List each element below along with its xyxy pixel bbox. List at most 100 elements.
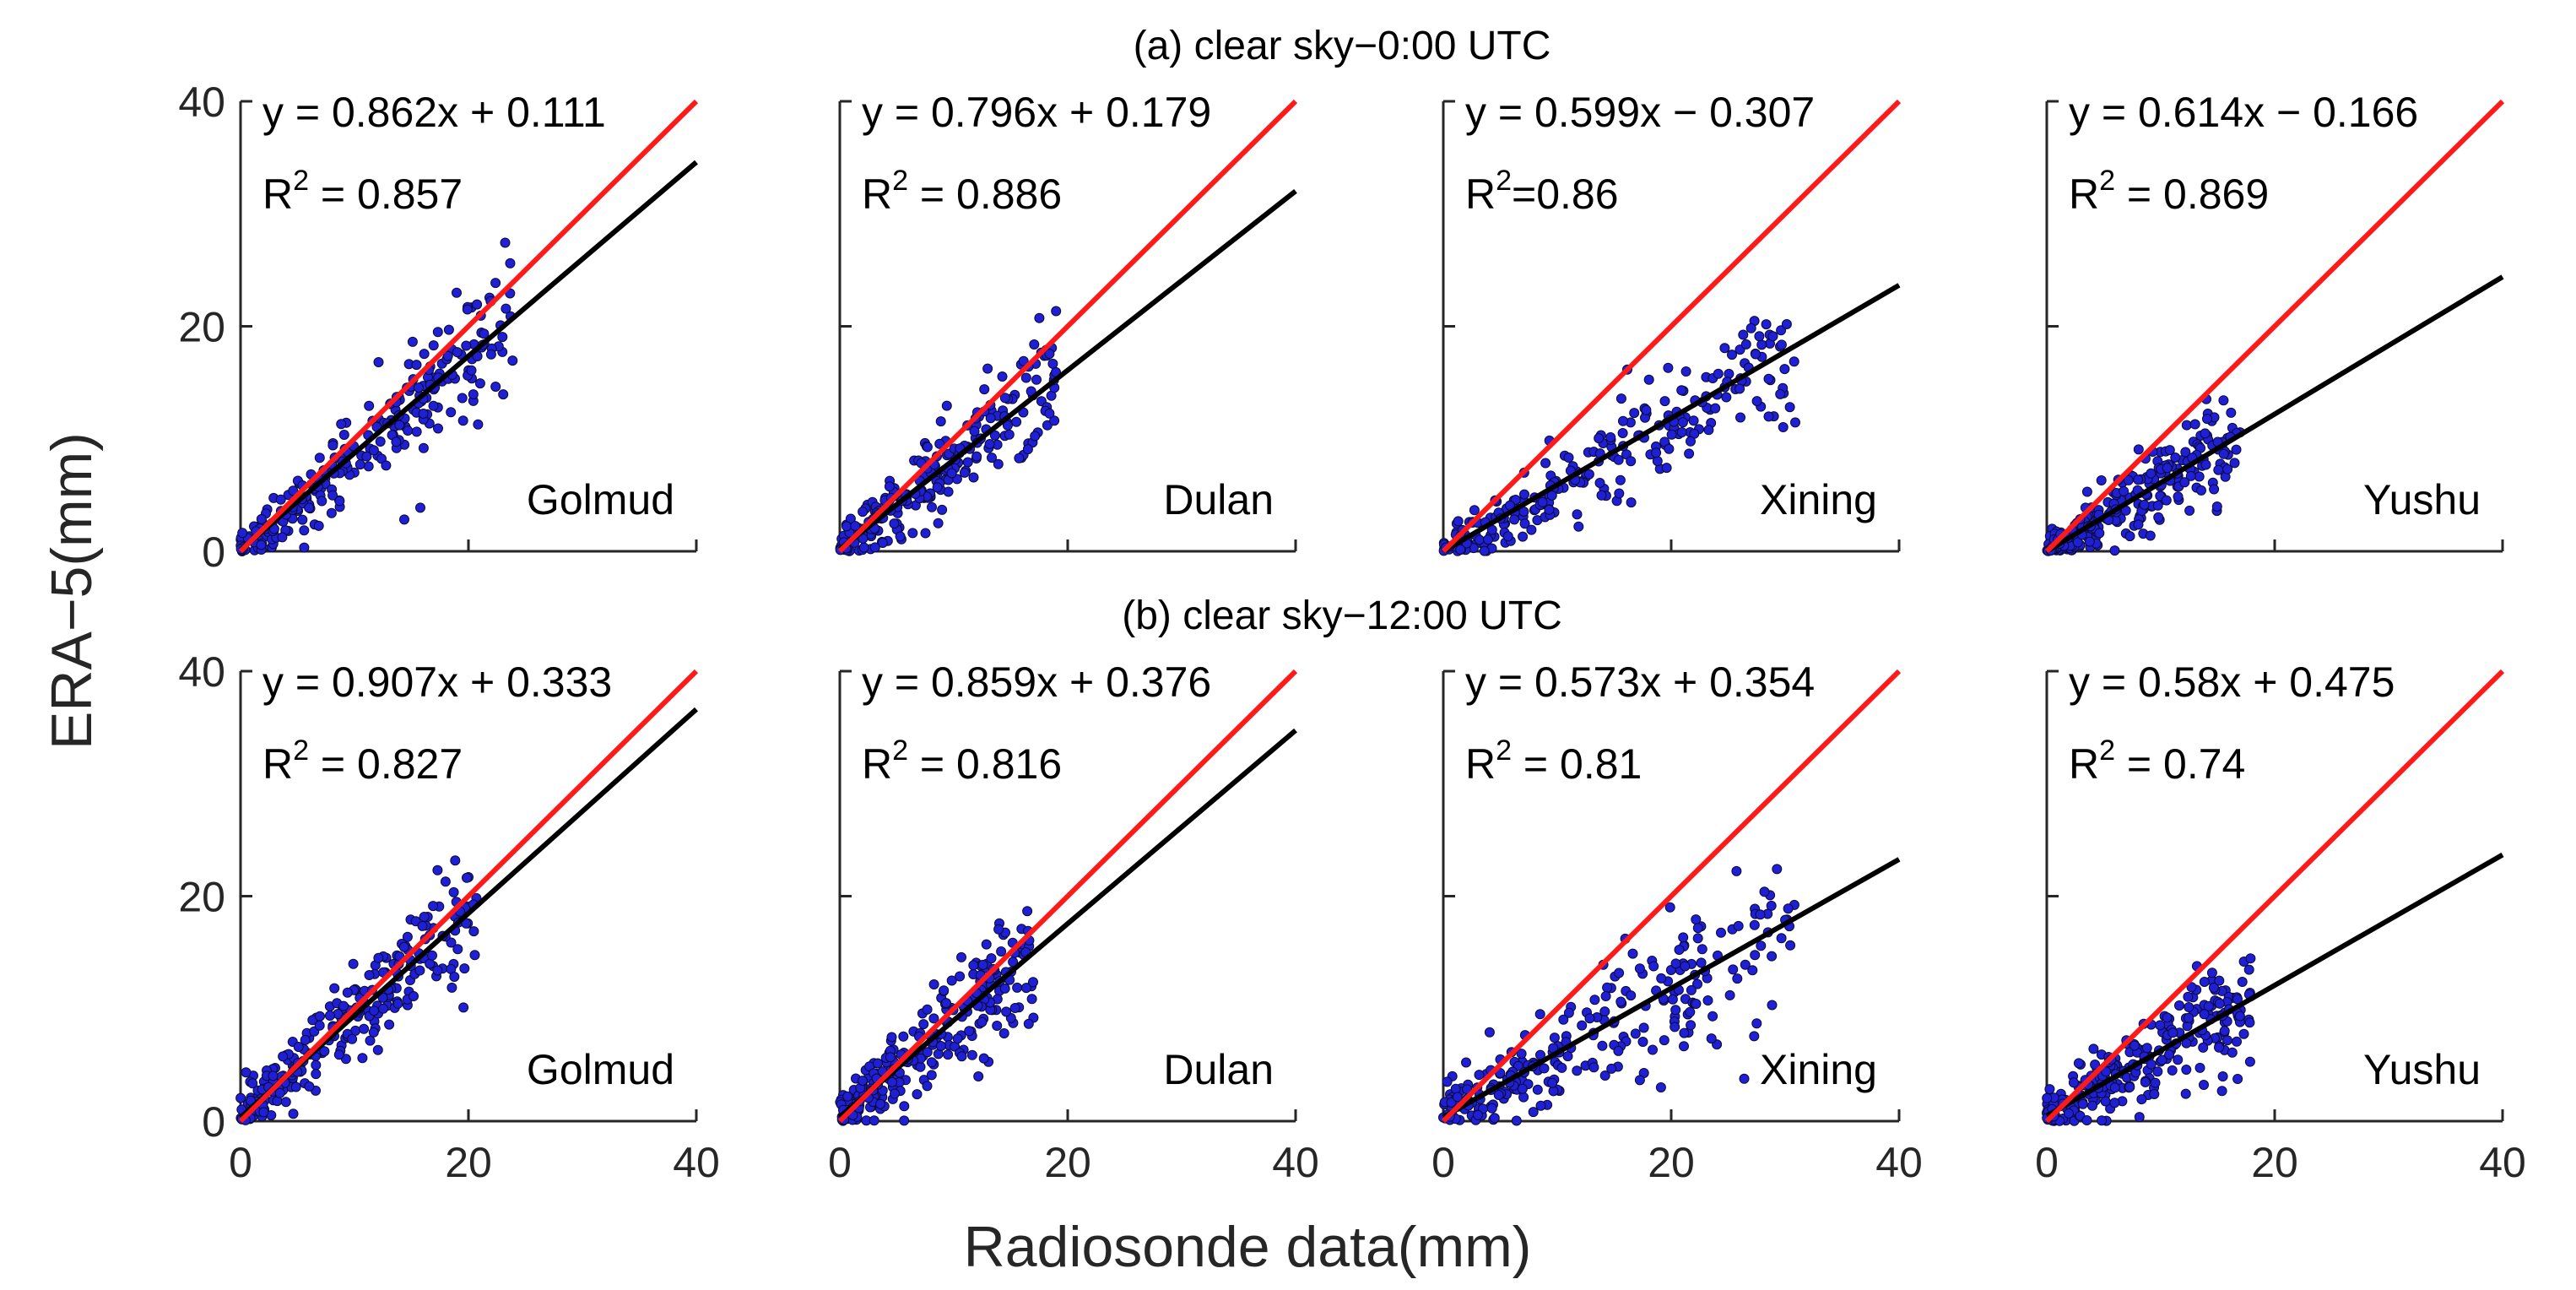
data-point — [927, 501, 937, 512]
data-point — [327, 440, 338, 451]
data-point — [1751, 349, 1761, 360]
data-point — [432, 327, 443, 338]
data-point — [457, 415, 468, 426]
y-tick-label: 40 — [178, 79, 225, 126]
data-point — [858, 542, 869, 553]
data-point — [2198, 1042, 2209, 1053]
data-point — [987, 453, 997, 463]
y-tick-label: 40 — [178, 648, 225, 696]
data-point — [2146, 1059, 2157, 1070]
data-point — [1588, 1062, 1599, 1073]
data-point — [1615, 474, 1626, 485]
data-point — [928, 979, 939, 989]
station-label: Xining — [1760, 1046, 1877, 1093]
data-point — [1663, 362, 1674, 373]
data-point — [946, 468, 957, 479]
data-point — [1563, 1007, 1574, 1018]
x-tick-label: 20 — [1648, 1139, 1695, 1186]
data-point — [956, 1051, 967, 1062]
data-point — [2162, 463, 2173, 474]
data-point — [2213, 464, 2224, 475]
scatter-points — [235, 237, 518, 556]
data-point — [490, 278, 501, 289]
panel-b-dulan: 0 20 40 y = 0.859x + 0.376 R2 = 0.816 Dulan — [828, 659, 1319, 1186]
data-point — [452, 347, 463, 358]
data-point — [966, 1049, 977, 1060]
data-point — [1516, 1049, 1527, 1060]
data-point — [884, 481, 895, 492]
data-point — [237, 528, 248, 539]
data-point — [2186, 982, 2197, 993]
data-point — [2180, 1088, 2191, 1099]
data-point — [462, 872, 472, 883]
data-point — [1680, 366, 1691, 377]
data-point — [440, 876, 451, 887]
data-point — [2234, 1011, 2245, 1022]
data-point — [1519, 518, 1530, 529]
data-point — [2133, 519, 2144, 530]
data-point — [2140, 1076, 2151, 1087]
data-point — [2094, 528, 2105, 539]
data-point — [2200, 459, 2211, 470]
regression-line — [1442, 857, 1901, 1119]
regression-line — [838, 728, 1297, 1119]
data-point — [2173, 491, 2184, 502]
data-point — [2232, 1036, 2242, 1047]
data-point — [973, 1071, 984, 1081]
data-point — [1688, 415, 1699, 426]
data-point — [2170, 453, 2181, 463]
station-label: Yushu — [2363, 476, 2481, 523]
data-point — [462, 304, 473, 315]
data-point — [479, 328, 490, 339]
data-point — [411, 360, 422, 371]
data-point — [1679, 1041, 1689, 1052]
data-point — [2124, 1081, 2135, 1092]
data-point — [466, 365, 477, 376]
data-point — [418, 442, 429, 453]
data-point — [419, 349, 430, 360]
data-point — [418, 409, 429, 419]
data-point — [368, 445, 379, 456]
data-point — [2238, 1028, 2249, 1039]
data-point — [1022, 906, 1033, 917]
data-point — [2136, 1094, 2147, 1105]
data-point — [922, 442, 933, 453]
data-point — [1703, 425, 1714, 436]
data-point — [1528, 1107, 1539, 1118]
data-point — [275, 494, 286, 505]
data-point — [442, 350, 453, 361]
data-point — [984, 439, 995, 449]
data-point — [898, 1031, 909, 1042]
regression-equation: y = 0.599x − 0.307 — [1465, 89, 1815, 136]
data-point — [869, 1115, 879, 1126]
data-point — [2087, 1100, 2097, 1111]
data-point — [1784, 402, 1795, 413]
data-point — [2157, 1054, 2167, 1065]
one-to-one-line — [2044, 669, 2505, 1124]
data-point — [333, 1049, 344, 1060]
data-point — [873, 1058, 883, 1069]
data-point — [304, 1081, 315, 1092]
data-point — [1789, 356, 1799, 367]
data-point — [407, 336, 418, 347]
data-point — [971, 451, 982, 462]
data-point — [2214, 975, 2225, 986]
regression-equation: y = 0.907x + 0.333 — [262, 659, 612, 706]
data-point — [288, 485, 299, 496]
data-point — [935, 416, 946, 427]
data-point — [1692, 978, 1702, 989]
data-point — [1745, 322, 1756, 333]
data-point — [1772, 864, 1783, 875]
data-point — [2090, 1060, 2101, 1070]
data-point — [1051, 306, 1062, 317]
data-point — [899, 1115, 910, 1126]
data-point — [1044, 349, 1055, 360]
data-point — [2097, 1115, 2108, 1126]
data-point — [2133, 474, 2144, 485]
data-point — [2231, 444, 2242, 455]
data-point — [2152, 500, 2163, 511]
r-squared-label: R2 = 0.74 — [2069, 734, 2245, 788]
data-point — [943, 486, 954, 497]
data-point — [2202, 414, 2212, 425]
data-point — [2194, 1062, 2205, 1073]
